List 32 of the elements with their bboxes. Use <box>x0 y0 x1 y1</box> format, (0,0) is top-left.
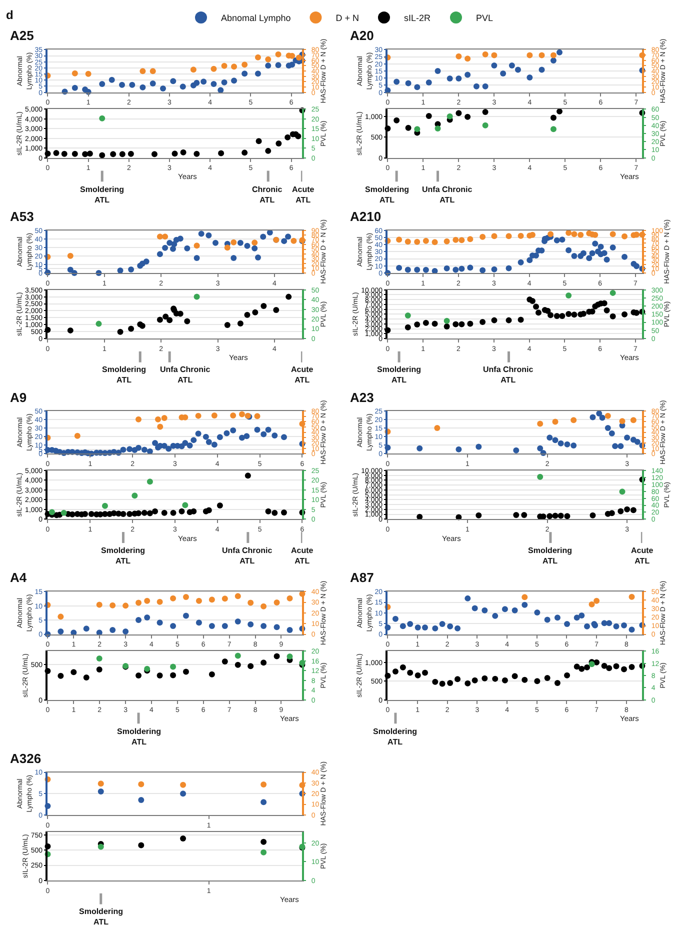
ref-line-label: Smoldering ATL <box>528 546 572 566</box>
chart-title: A4 <box>10 570 28 585</box>
chart-title: A326 <box>10 751 42 766</box>
ref-line-label: Chronic ATL <box>252 185 283 204</box>
chart-title: A20 <box>350 28 374 43</box>
ref-line-label: Unfa Chronic ATL <box>160 365 211 384</box>
ref-line-label: Smoldering ATL <box>377 365 422 384</box>
ref-line-label: Smoldering ATL <box>101 546 146 566</box>
legend-label: sIL-2R <box>404 13 431 24</box>
legend-label: PVL <box>476 13 494 24</box>
chart-title: A23 <box>350 390 374 405</box>
ref-line-label: Unfa Chronic ATL <box>222 546 273 566</box>
ref-line-label: Unfa Chronic ATL <box>483 365 534 384</box>
ref-line-label: Smoldering ATL <box>117 727 162 746</box>
ref-line-label: Smoldering ATL <box>79 907 124 926</box>
ref-line-label: Acute ATL <box>291 365 314 384</box>
ref-line-label: Smoldering ATL <box>102 365 146 384</box>
chart-title: A25 <box>10 28 34 43</box>
chart-title: A53 <box>10 209 34 224</box>
text: d <box>6 8 14 22</box>
chart-title: A9 <box>10 390 27 405</box>
ref-line-label: Unfa Chronic ATL <box>422 185 473 204</box>
ref-line-label: Acute ATL <box>292 185 315 204</box>
legend-label: Abnomal Lympho <box>221 13 291 24</box>
ref-line-label: Smoldering ATL <box>80 185 124 204</box>
ref-line-label: Acute ATL <box>631 546 654 566</box>
ref-line-label: Smoldering ATL <box>373 727 418 746</box>
ref-line-label: Smoldering ATL <box>365 185 410 204</box>
legend-label: D + N <box>336 13 359 24</box>
chart-title: A87 <box>350 570 374 585</box>
chart-title: A210 <box>350 209 382 224</box>
ref-line-label: Acute ATL <box>291 546 314 566</box>
